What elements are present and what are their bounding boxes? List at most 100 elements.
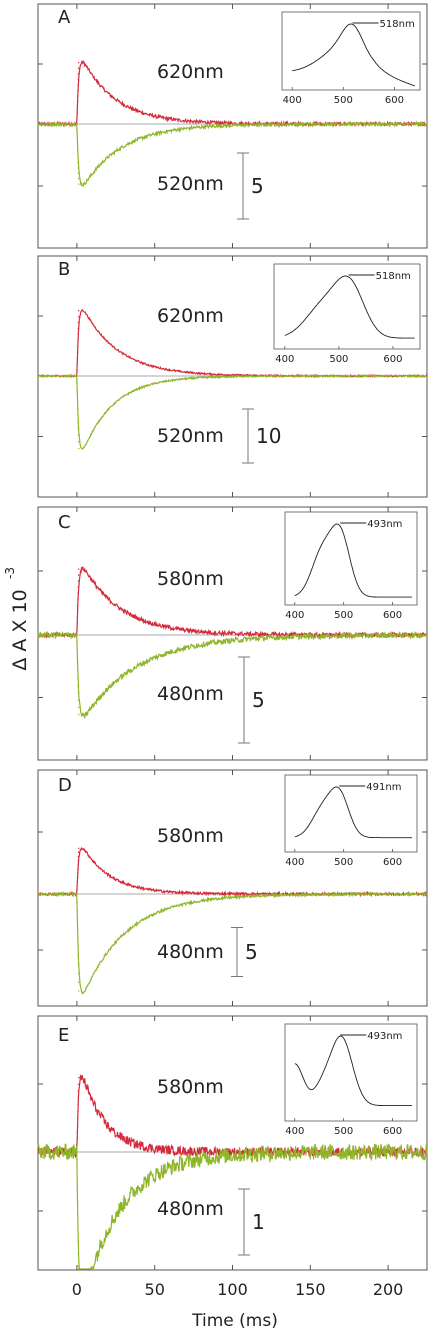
scale-bar-label: 5	[251, 174, 264, 198]
panel-letter: D	[58, 775, 72, 796]
rise-point	[77, 1240, 79, 1242]
rise-point	[76, 139, 79, 142]
rise-point	[77, 156, 79, 158]
inset-spectrum: 493nm 400 500 600	[284, 511, 418, 621]
rise-point	[78, 847, 80, 850]
series-label: 580nm	[157, 825, 224, 847]
rise-point	[76, 128, 78, 131]
inset-spectrum-line	[292, 23, 416, 87]
series-label: 580nm	[157, 568, 224, 590]
panel-letter: B	[58, 259, 70, 280]
rise-point	[76, 388, 78, 390]
x-tick-label: 200	[373, 1280, 404, 1299]
rise-point	[76, 641, 78, 643]
x-tick-label: 150	[295, 1280, 326, 1299]
rise-point	[77, 1227, 79, 1229]
rise-point	[77, 73, 80, 75]
rise-point	[77, 441, 80, 443]
rise-point	[76, 910, 78, 913]
inset-peak-label: 518nm	[380, 19, 415, 30]
series-line-480nm	[37, 890, 428, 995]
scale-bar-label: 1	[252, 1210, 265, 1234]
rise-point	[76, 628, 78, 630]
panel-e: 580nm 480nm 1 E 493nm 400 500 600	[37, 1015, 428, 1272]
rise-point	[76, 876, 79, 879]
rise-point	[77, 333, 79, 336]
panel-letter: A	[58, 7, 71, 28]
rise-point	[78, 183, 80, 185]
rise-point	[76, 357, 79, 359]
rise-point	[77, 345, 79, 348]
panel-b: 620nm 520nm 10 B 518nm 400 500 600	[37, 255, 428, 498]
rise-point	[76, 395, 79, 397]
rise-point	[77, 670, 79, 672]
inset-x-tick-label: 400	[285, 610, 304, 621]
rise-point	[76, 363, 78, 365]
rise-point	[76, 101, 79, 103]
rise-point	[76, 1202, 79, 1204]
rise-point	[76, 401, 79, 404]
inset-spectrum: 518nm 400 500 600	[273, 263, 421, 365]
inset-frame	[284, 511, 418, 606]
rise-point	[77, 955, 79, 957]
series-line-520nm	[37, 373, 428, 451]
rise-point	[77, 963, 79, 966]
rise-point	[77, 89, 79, 92]
rise-point	[76, 112, 78, 114]
rise-point	[76, 656, 79, 658]
rise-point	[77, 981, 80, 983]
rise-point	[77, 339, 79, 342]
inset-frame	[273, 263, 421, 350]
x-axis-ticks: 0 50 100 150 200	[72, 1280, 404, 1299]
series-label: 620nm	[157, 305, 224, 327]
rise-point	[77, 1117, 79, 1119]
rise-point	[76, 106, 79, 108]
panel-letter: E	[58, 1025, 69, 1046]
rise-point	[77, 972, 80, 975]
inset-x-tick-label: 600	[385, 95, 404, 106]
inset-x-tick-label: 400	[283, 95, 302, 106]
series-line-520nm	[37, 120, 428, 187]
rise-point	[76, 893, 78, 895]
rise-point	[77, 699, 80, 701]
inset-peak-label: 491nm	[366, 782, 401, 793]
rise-point	[76, 902, 78, 904]
x-tick-label: 0	[72, 1280, 82, 1299]
inset-spectrum-line	[294, 523, 413, 598]
inset-peak-label: 518nm	[376, 271, 411, 282]
inset-spectrum-line	[284, 275, 415, 339]
inset-frame	[284, 774, 418, 853]
inset-peak-label: 493nm	[367, 1031, 402, 1042]
rise-point	[77, 1103, 79, 1106]
rise-point	[77, 604, 79, 606]
inset-x-tick-label: 400	[275, 354, 294, 365]
panel-c: 580nm 480nm 5 C 493nm 400 500 600	[37, 506, 428, 761]
panel-a: 620nm 520nm 5 A 518nm 400 500 600	[37, 3, 428, 249]
rise-point	[76, 919, 79, 922]
inset-spectrum: 493nm 400 500 600	[284, 1023, 418, 1137]
rise-point	[76, 880, 79, 883]
rise-point	[77, 408, 79, 410]
inset-x-tick-label: 400	[285, 1126, 304, 1137]
rise-point	[76, 622, 78, 624]
rise-point	[77, 1252, 79, 1255]
rise-point	[77, 937, 79, 939]
rise-point	[76, 928, 79, 930]
rise-point	[76, 1189, 79, 1191]
rise-point	[77, 574, 80, 576]
rise-point	[77, 706, 80, 709]
rise-point	[78, 1076, 80, 1079]
inset-x-tick-label: 400	[285, 857, 304, 868]
rise-point	[76, 134, 78, 136]
rise-point	[77, 855, 80, 858]
rise-point	[77, 78, 79, 81]
y-axis-title: Δ A X 10 -3	[3, 567, 31, 671]
rise-point	[76, 351, 79, 353]
rise-point	[77, 1214, 79, 1217]
rise-point	[76, 663, 79, 665]
inset-x-tick-label: 500	[334, 95, 353, 106]
series-label: 580nm	[157, 1076, 224, 1098]
rise-point	[78, 1268, 80, 1270]
rise-point	[77, 321, 80, 324]
